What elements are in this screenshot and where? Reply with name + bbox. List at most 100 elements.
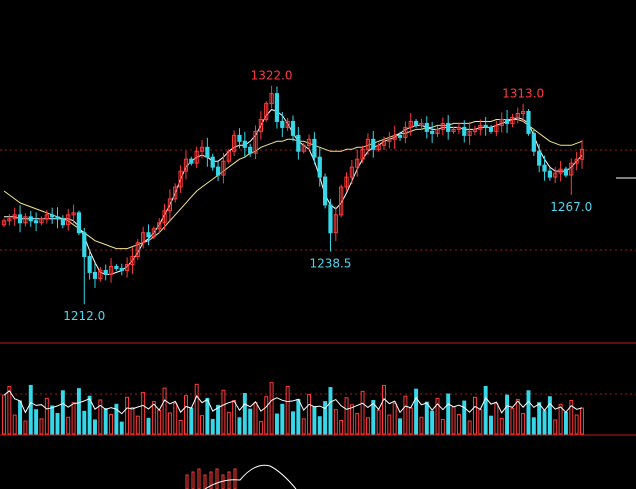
candle-body — [1, 220, 7, 226]
candle-body — [248, 146, 253, 154]
volume-bar — [419, 416, 424, 435]
volume-bar — [34, 409, 39, 435]
candle-body — [478, 124, 483, 130]
candle-body — [124, 263, 130, 271]
candle-body — [323, 176, 328, 206]
candle-body — [258, 118, 263, 132]
volume-bar — [323, 401, 328, 435]
candle-body — [60, 218, 65, 226]
volume-bar — [430, 410, 435, 435]
volume-bar — [472, 396, 477, 435]
candle-body — [403, 126, 408, 138]
candle-body — [215, 166, 221, 176]
volume-bar — [451, 406, 456, 435]
price-label: 1238.5 — [309, 257, 351, 271]
candle-body — [66, 214, 71, 226]
volume-bar — [317, 416, 322, 435]
candle-body — [210, 156, 215, 168]
candle-body — [317, 156, 322, 178]
volume-bar — [521, 412, 526, 435]
volume-bar — [194, 383, 199, 435]
volume-bar — [2, 394, 6, 435]
candle-body — [135, 242, 140, 258]
indicator-bar — [209, 471, 213, 489]
candle-body — [114, 265, 119, 269]
volume-bar — [146, 417, 151, 435]
candle-body — [547, 170, 552, 178]
volume-bar — [291, 411, 295, 435]
candle-body — [579, 148, 585, 160]
volume-bar — [274, 413, 279, 435]
volume-bar — [569, 400, 574, 435]
indicator-line — [204, 464, 297, 489]
volume-bar — [339, 420, 344, 435]
candle-body — [274, 93, 280, 122]
volume-bar — [510, 408, 515, 435]
candle-body — [55, 216, 60, 220]
volume-bar — [553, 419, 558, 435]
candle-body — [130, 256, 135, 265]
volume-bar — [301, 418, 306, 435]
candle-body — [306, 138, 312, 146]
candle-body — [290, 120, 296, 136]
candle-body — [280, 120, 285, 128]
indicator-bar — [185, 474, 189, 489]
candle-body — [237, 134, 242, 142]
volume-bar — [28, 384, 33, 435]
candle-body — [167, 198, 173, 212]
volume-bar — [242, 393, 247, 435]
candle-body — [23, 216, 28, 224]
candle-body — [424, 122, 429, 132]
indicator-bar — [233, 468, 237, 489]
volume-bar — [216, 404, 221, 435]
candle-body — [12, 214, 17, 220]
candle-body — [87, 256, 92, 273]
volume-bar — [446, 393, 451, 435]
candle-body — [499, 118, 504, 126]
candle-body — [28, 216, 33, 222]
candle-body — [521, 111, 526, 115]
volume-bar — [87, 395, 92, 435]
volume-bar — [349, 404, 354, 435]
volume-bar — [531, 417, 536, 435]
volume-bar — [130, 407, 135, 435]
candle-body — [44, 214, 49, 220]
candle-body — [365, 138, 371, 150]
volume-bar — [424, 401, 429, 435]
candle-body — [296, 134, 301, 152]
indicator-bar — [197, 468, 201, 489]
volume-bar — [526, 390, 531, 435]
candle-body — [328, 204, 333, 234]
candle-body — [574, 158, 579, 164]
candle-body — [108, 265, 114, 275]
volume-bars — [2, 382, 584, 435]
volume-bar — [435, 397, 440, 435]
volume-bar — [82, 410, 87, 435]
candle-body — [189, 158, 194, 164]
candles — [1, 85, 585, 305]
volume-bar — [355, 412, 360, 435]
candle-body — [542, 164, 547, 172]
volume-bar — [200, 415, 204, 435]
candle-body — [285, 120, 290, 128]
volume-bar — [467, 420, 472, 435]
volume-bar — [76, 388, 81, 435]
price-label: 1212.0 — [63, 309, 105, 323]
candle-body — [344, 176, 349, 188]
candle-body — [264, 103, 269, 120]
volume-bar — [574, 414, 579, 435]
candle-body — [301, 144, 306, 152]
candle-body — [242, 140, 247, 148]
volume-bar — [173, 402, 178, 435]
volume-bar — [23, 420, 28, 435]
volume-bar — [210, 418, 215, 435]
volume-bar — [264, 396, 269, 435]
volume-bar — [248, 408, 253, 435]
candle-body — [50, 214, 55, 218]
volume-bar — [71, 402, 76, 435]
volume-bar — [44, 397, 49, 435]
volume-bar — [547, 396, 552, 435]
candle-body — [371, 138, 376, 150]
candle-body — [333, 214, 338, 234]
indicator-panel — [185, 464, 297, 489]
